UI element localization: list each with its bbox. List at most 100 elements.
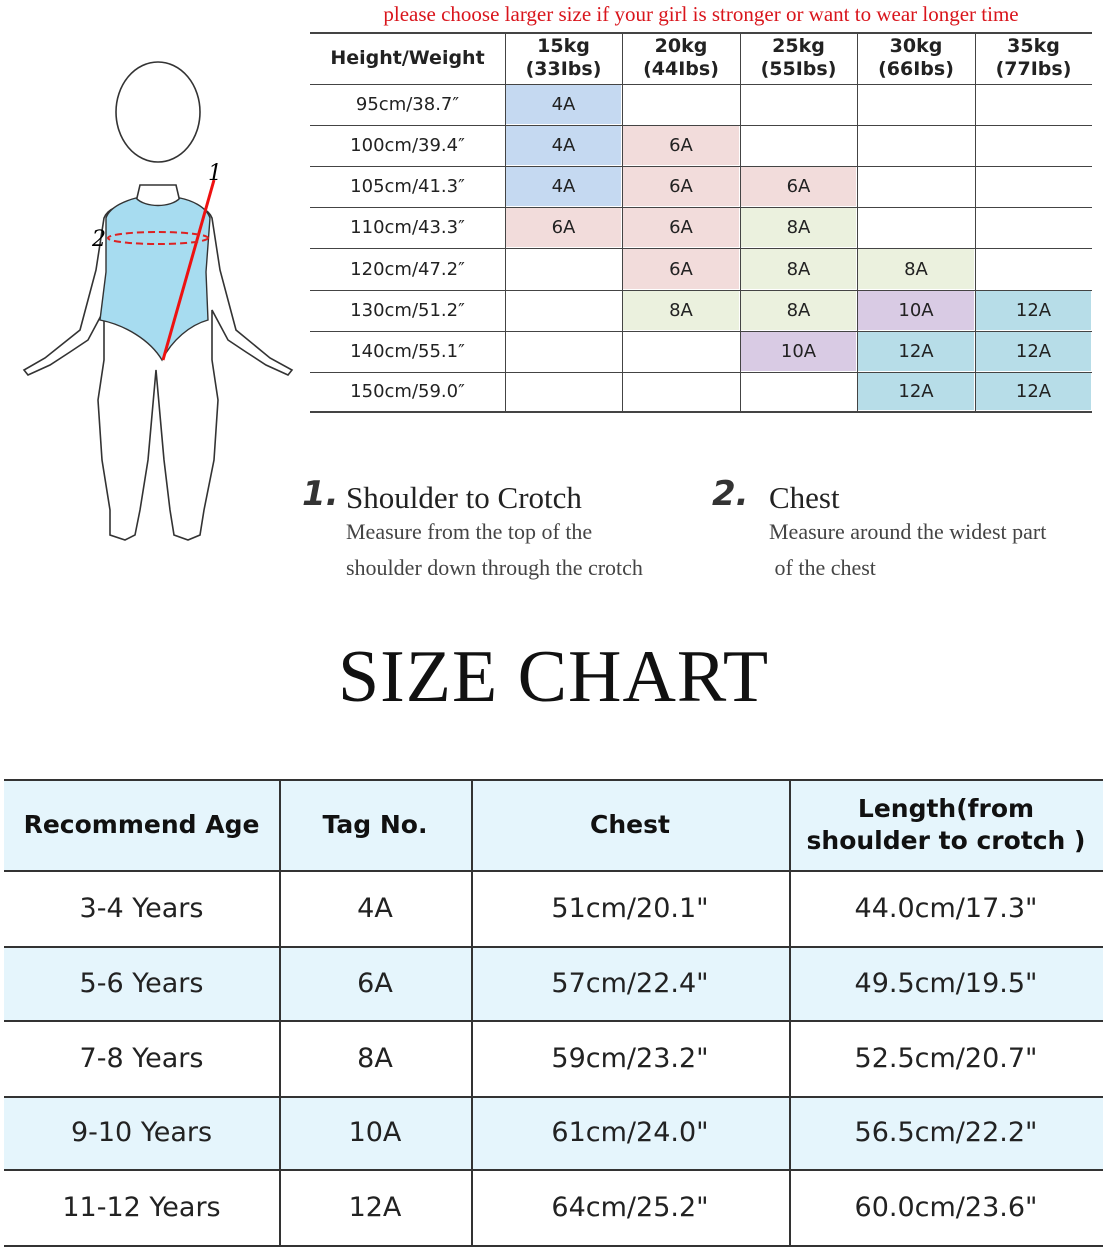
size-cell: 52.5cm/20.7" — [854, 1042, 1038, 1074]
note: please choose larger size if your girl i… — [383, 2, 1019, 26]
size-cell: 8A — [741, 208, 856, 247]
row-rule — [310, 331, 1092, 332]
row-rule — [4, 870, 1103, 872]
col-rule — [857, 32, 858, 411]
row-rule — [4, 946, 1103, 948]
weight-header: 35kg (77Ibs) — [975, 32, 1092, 84]
measure-text: of the chest — [769, 555, 876, 580]
row-rule — [4, 1245, 1103, 1247]
text-line: shoulder to crotch ) — [806, 825, 1086, 855]
size-cell: 51cm/20.1" — [551, 892, 709, 924]
text-line: 25kg — [772, 35, 825, 57]
text-line: 35kg — [1007, 35, 1060, 57]
row-rule — [310, 32, 1092, 34]
size-cell: 4A — [506, 85, 621, 124]
size-cell: 8A — [741, 249, 856, 289]
size-cell: 8A — [741, 291, 856, 330]
col-rule — [471, 779, 473, 1245]
size-cell: 6A — [506, 208, 621, 247]
text-line: 20kg — [654, 35, 708, 57]
size-cell: 11-12 Years — [62, 1191, 221, 1223]
size-cell: 60.0cm/23.6" — [854, 1191, 1038, 1223]
measure-number: 2. — [712, 474, 749, 514]
row-rule — [310, 248, 1092, 249]
measure-text: Measure from the top of the — [346, 519, 593, 544]
size-cell: 57cm/22.4" — [551, 967, 709, 999]
row-rule — [310, 207, 1092, 208]
row-rule — [4, 779, 1103, 781]
size-cell: 12A — [858, 373, 974, 410]
label-1: 1 — [208, 161, 222, 186]
size-cell: 6A — [623, 167, 739, 206]
size-header: Length(from shoulder to crotch ) — [789, 779, 1103, 870]
size-header: Tag No. — [322, 809, 428, 839]
row-rule — [4, 1169, 1103, 1171]
height-cell: 110cm/43.3″ — [350, 217, 465, 238]
text-line: Length(from — [857, 793, 1035, 823]
text-line: (77Ibs) — [995, 58, 1072, 80]
col-rule — [505, 32, 506, 411]
col-rule — [279, 779, 281, 1245]
size-cell: 56.5cm/22.2" — [854, 1117, 1038, 1148]
size-cell: 12A — [348, 1191, 402, 1223]
child-figure: 1 2 — [22, 61, 294, 541]
size-cell: 8A — [357, 1042, 393, 1074]
weight-header: 30kg (66Ibs) — [857, 32, 975, 84]
row-bg — [4, 946, 1103, 1020]
size-cell: 6A — [357, 967, 393, 999]
shoulder-line — [161, 179, 216, 361]
measure-text: Measure around the widest part — [769, 519, 1047, 544]
size-cell: 49.5cm/19.5" — [854, 967, 1038, 999]
header-bg — [4, 779, 1103, 870]
size-header: Recommend Age — [23, 809, 260, 839]
measure-number: 1. — [302, 474, 339, 514]
measure-title: Chest — [769, 480, 840, 515]
chest-line — [107, 231, 209, 245]
height-cell: 105cm/41.3″ — [350, 176, 465, 197]
size-cell: 12A — [976, 373, 1091, 410]
height-cell: 100cm/39.4″ — [350, 135, 465, 156]
size-cell: 12A — [976, 332, 1091, 371]
size-cell: 10A — [858, 291, 974, 330]
size-cell: 9-10 Years — [70, 1117, 213, 1148]
height-cell: 130cm/51.2″ — [350, 300, 465, 321]
row-rule — [310, 372, 1092, 373]
size-cell: 8A — [858, 249, 974, 289]
size-cell: 10A — [348, 1117, 402, 1148]
size-cell: 59cm/23.2" — [551, 1042, 709, 1074]
size-chart-title: SIZE CHART — [337, 636, 770, 718]
text-line: (33Ibs) — [525, 58, 602, 80]
row-rule — [310, 166, 1092, 167]
size-cell: 44.0cm/17.3" — [854, 892, 1038, 924]
col-rule — [789, 779, 791, 1245]
text-line: 30kg — [889, 35, 943, 57]
height-cell: 95cm/38.7″ — [355, 94, 460, 115]
size-cell: 64cm/25.2" — [551, 1191, 709, 1223]
corner-header: Height/Weight — [330, 47, 485, 69]
size-cell: 4A — [506, 167, 621, 206]
size-cell: 4A — [506, 126, 621, 165]
row-rule — [4, 1096, 1103, 1098]
height-cell: 140cm/55.1″ — [350, 341, 465, 362]
size-cell: 8A — [623, 291, 739, 330]
weight-header: 15kg (33Ibs) — [505, 32, 622, 84]
height-cell: 150cm/59.0″ — [350, 381, 465, 402]
leotard — [99, 197, 211, 362]
row-rule — [310, 411, 1092, 413]
size-cell: 12A — [858, 332, 974, 371]
row-rule — [4, 1020, 1103, 1022]
size-cell: 7-8 Years — [79, 1042, 204, 1074]
row-rule — [310, 125, 1092, 126]
col-rule — [622, 32, 623, 411]
text-line: (44Ibs) — [643, 58, 719, 80]
label-2: 2 — [91, 227, 106, 252]
size-cell: 10A — [741, 332, 856, 371]
col-rule — [975, 32, 976, 411]
measure-text: shoulder down through the crotch — [346, 555, 643, 580]
size-cell: 3-4 Years — [79, 892, 204, 924]
row-rule — [310, 290, 1092, 291]
text-line: (66Ibs) — [878, 58, 954, 80]
size-cell: 6A — [623, 126, 739, 165]
text-line: 15kg — [537, 35, 590, 57]
